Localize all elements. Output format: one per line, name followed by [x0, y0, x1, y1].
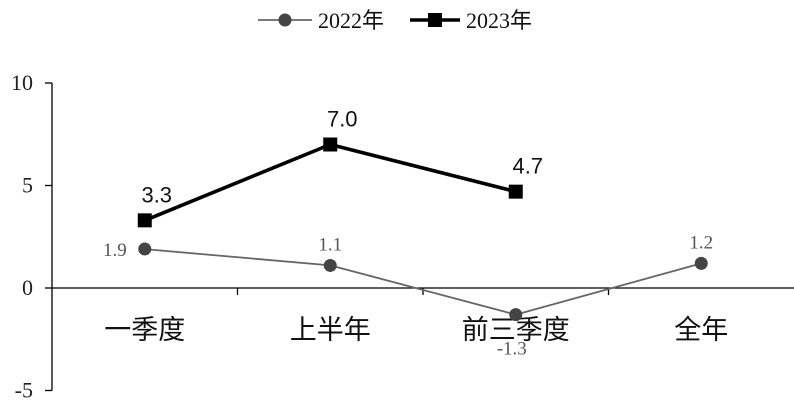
- y-tick-label: 10: [11, 70, 33, 95]
- series-2022-point: [509, 308, 523, 322]
- series-2023-data-label: 4.7: [512, 154, 543, 179]
- x-category-label: 全年: [674, 315, 728, 346]
- legend-2022-label: 2022年: [318, 8, 384, 33]
- series-2022-data-label: 1.1: [318, 234, 342, 255]
- series-2022-line: [144, 248, 702, 316]
- series-2022-data-label: -1.3: [497, 339, 527, 360]
- series-2022-point: [694, 256, 708, 270]
- plot-area: 1.9 1.1 -1.3 1.2 3.3 7.0 4.7: [103, 107, 713, 360]
- y-tick-label: 5: [22, 173, 33, 198]
- series-2023-line: [144, 142, 517, 223]
- series-2023-point: [508, 184, 523, 199]
- series-2023-data-label: 7.0: [327, 107, 358, 132]
- series-2022-data-label: 1.2: [689, 232, 713, 253]
- legend-2023-label: 2023年: [466, 8, 532, 33]
- y-tick-label: 0: [22, 275, 33, 300]
- legend-2023-marker: [428, 13, 442, 27]
- x-category-label: 上半年: [290, 315, 371, 346]
- y-tick-label: -5: [15, 378, 33, 401]
- series-2023-point: [137, 213, 152, 228]
- x-category-label: 一季度: [104, 315, 185, 346]
- series-2023-data-label: 3.3: [141, 182, 172, 207]
- legend: 2022年 2023年: [258, 8, 532, 33]
- series-2022-data-label: 1.9: [103, 240, 127, 261]
- series-2023-point: [323, 137, 338, 152]
- legend-2022-marker: [278, 13, 292, 27]
- series-2022-point: [323, 258, 337, 272]
- series-2022-point: [138, 242, 152, 256]
